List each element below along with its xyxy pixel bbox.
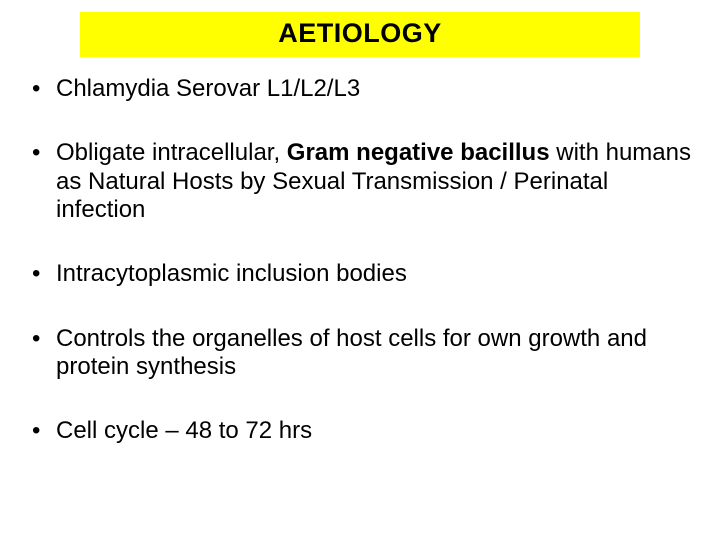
bullet-text: Cell cycle – 48 to 72 hrs (56, 417, 312, 444)
list-item: Controls the organelles of host cells fo… (28, 325, 692, 382)
slide: AETIOLOGY Chlamydia Serovar L1/L2/L3 Obl… (0, 0, 720, 540)
bullet-text: Intracytoplasmic inclusion bodies (56, 260, 407, 287)
bullet-text: Obligate intracellular, (56, 139, 287, 166)
bullet-text: Chlamydia Serovar L1/L2/L3 (56, 75, 360, 102)
list-item: Chlamydia Serovar L1/L2/L3 (28, 75, 692, 103)
bullet-list: Chlamydia Serovar L1/L2/L3 Obligate intr… (28, 75, 692, 446)
title-box: AETIOLOGY (80, 12, 640, 57)
list-item: Obligate intracellular, Gram negative ba… (28, 139, 692, 224)
content-area: Chlamydia Serovar L1/L2/L3 Obligate intr… (24, 75, 696, 446)
slide-title: AETIOLOGY (278, 18, 442, 48)
list-item: Intracytoplasmic inclusion bodies (28, 260, 692, 288)
bullet-bold: Gram negative bacillus (287, 139, 550, 166)
list-item: Cell cycle – 48 to 72 hrs (28, 417, 692, 445)
bullet-text: Controls the organelles of host cells fo… (56, 325, 647, 380)
